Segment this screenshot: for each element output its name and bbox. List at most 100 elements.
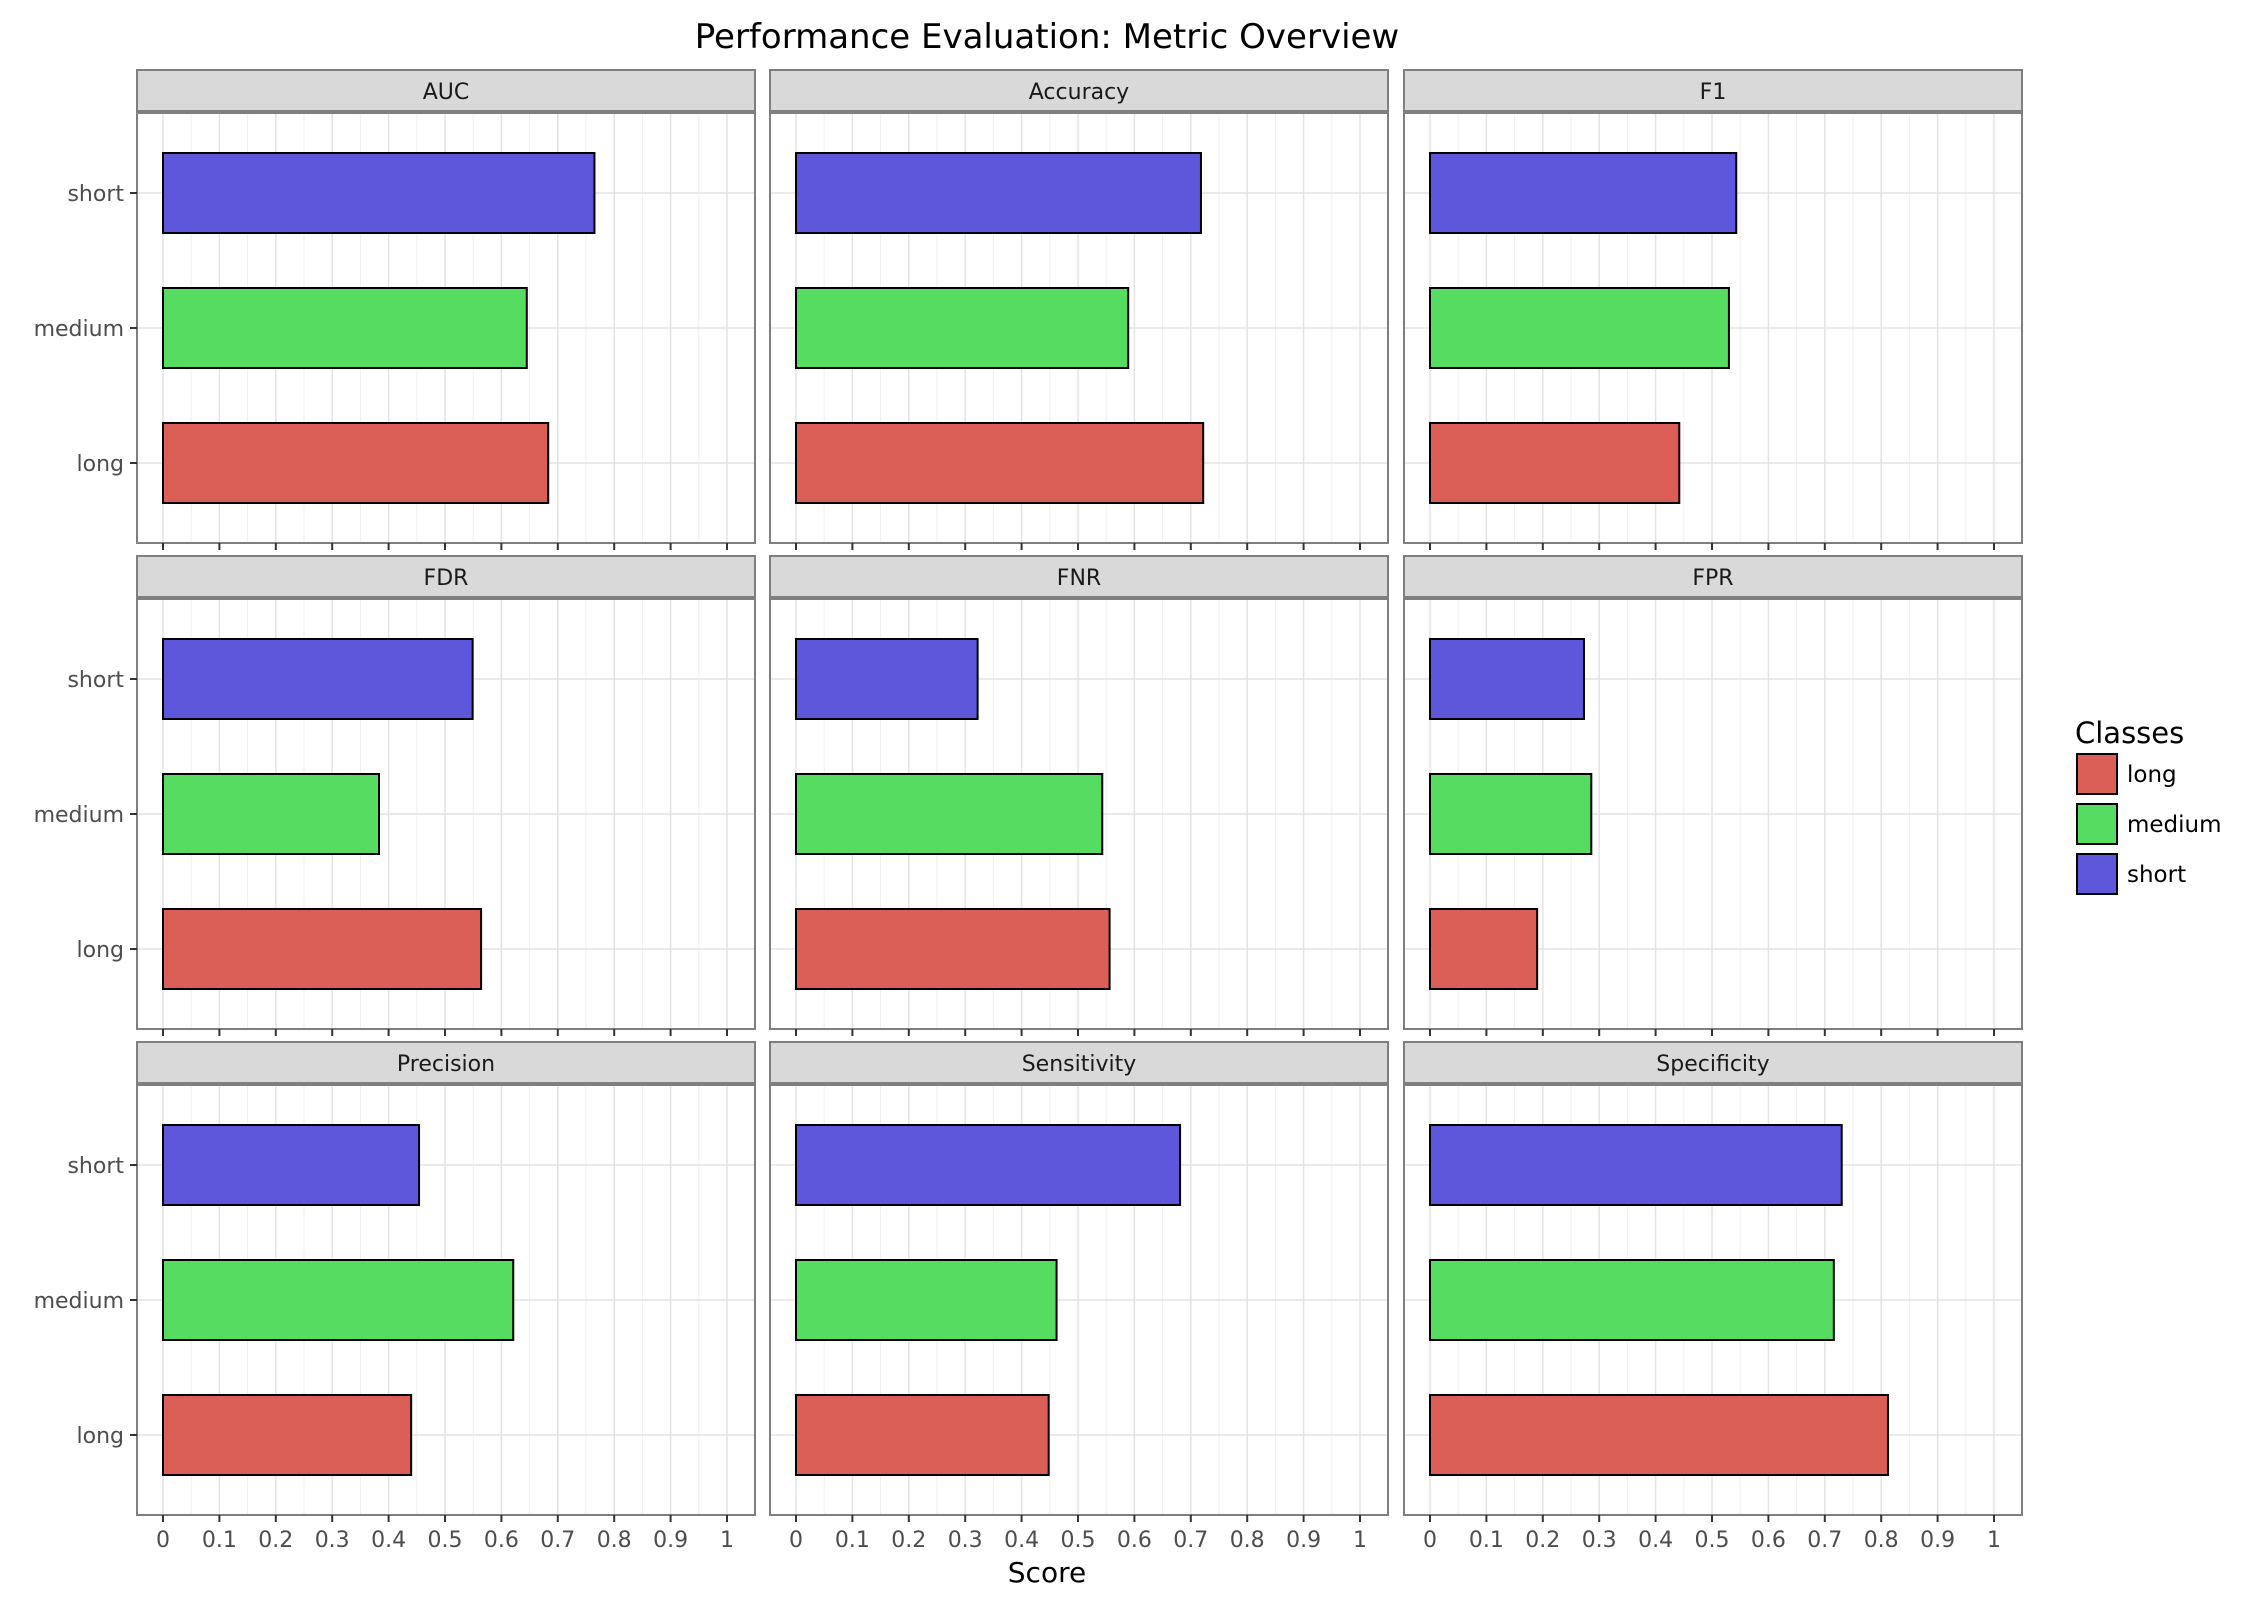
bar-fnr-long — [795, 908, 1111, 990]
facet-strip-label: Accuracy — [1029, 80, 1129, 105]
facet-strip-label: Specificity — [1656, 1052, 1769, 1077]
bar-precision-short — [162, 1124, 421, 1206]
y-tick-label: medium — [34, 803, 124, 828]
legend-label-medium: medium — [2127, 812, 2222, 838]
legend-title: Classes — [2075, 716, 2184, 750]
bar-fpr-medium — [1429, 773, 1593, 855]
bar-specificity-medium — [1429, 1259, 1835, 1341]
x-tick-label: 0.4 — [1004, 1528, 1039, 1553]
x-tick-label: 0.1 — [1469, 1528, 1504, 1553]
bar-f1-long — [1429, 422, 1681, 504]
x-tick-label: 0.7 — [1807, 1528, 1842, 1553]
x-tick-label: 0.6 — [1117, 1528, 1152, 1553]
x-tick-label: 0 — [789, 1528, 803, 1553]
bar-fdr-medium — [162, 773, 381, 855]
facet-panel-fdr: FDR short medium long — [34, 555, 756, 1036]
facet-panel-auc: AUC short medium long — [34, 69, 756, 550]
bar-auc-long — [162, 422, 550, 504]
bar-fdr-short — [162, 638, 474, 720]
facet-strip-label: FPR — [1692, 566, 1733, 591]
legend-label-long: long — [2127, 762, 2177, 788]
bar-accuracy-short — [795, 152, 1202, 234]
bar-auc-short — [162, 152, 596, 234]
bar-fpr-short — [1429, 638, 1585, 720]
facet-strip-label: F1 — [1700, 80, 1727, 105]
x-tick-label: 0.3 — [948, 1528, 983, 1553]
bar-sensitivity-short — [795, 1124, 1182, 1206]
bar-fnr-medium — [795, 773, 1104, 855]
facet-strip-label: FDR — [424, 566, 469, 591]
facet-panel-accuracy: Accuracy — [769, 69, 1389, 550]
x-tick-label: 0.3 — [1582, 1528, 1617, 1553]
x-tick-label: 0.9 — [653, 1528, 688, 1553]
facet-strip — [136, 69, 756, 112]
facet-panel-specificity: Specificity 0 0.1 0.2 0.3 0.4 0.5 0.6 0.7 0.8 0.9 1 — [1403, 1041, 2023, 1553]
x-tick-label: 0.4 — [1638, 1528, 1673, 1553]
bar-fdr-long — [162, 908, 483, 990]
x-tick-label: 0.2 — [891, 1528, 926, 1553]
facet-strip-label: Precision — [397, 1052, 495, 1077]
x-tick-label: 0.6 — [1751, 1528, 1786, 1553]
facet-panel-sensitivity: Sensitivity 0 0.1 0.2 0.3 0.4 0.5 0.6 0.7 0.8 0.9 1 — [769, 1041, 1389, 1553]
x-tick-label: 0.2 — [258, 1528, 293, 1553]
y-tick-label: long — [77, 938, 124, 963]
y-tick-label: long — [77, 1424, 124, 1449]
bar-fnr-short — [795, 638, 979, 720]
facet-strip — [136, 1041, 756, 1084]
bar-specificity-long — [1429, 1394, 1889, 1476]
x-tick-label: 0.5 — [428, 1528, 463, 1553]
y-tick-label: long — [77, 452, 124, 477]
x-tick-label: 0.7 — [1173, 1528, 1208, 1553]
bar-f1-medium — [1429, 287, 1730, 369]
x-tick-label: 0.8 — [1230, 1528, 1265, 1553]
x-axis-title: Score — [1008, 1556, 1086, 1589]
y-tick-label: short — [67, 668, 124, 693]
facet-strip-label: AUC — [423, 80, 470, 105]
facet-strip — [1403, 69, 2023, 112]
facet-panel-precision: Precision short medium long 0 0.1 0.2 0.3 0.4 0.5… — [34, 1041, 756, 1553]
facet-strip-label: Sensitivity — [1022, 1052, 1137, 1077]
facet-panel-fnr: FNR — [769, 555, 1389, 1036]
x-tick-label: 0 — [156, 1528, 170, 1553]
facet-panel-fpr: FPR — [1403, 555, 2023, 1036]
x-tick-label: 0.1 — [202, 1528, 237, 1553]
chart-title: Performance Evaluation: Metric Overview — [695, 17, 1400, 57]
legend-label-short: short — [2127, 862, 2186, 888]
y-tick-label: short — [67, 182, 124, 207]
y-tick-label: medium — [34, 317, 124, 342]
bar-sensitivity-long — [795, 1394, 1050, 1476]
legend-key-short — [2076, 853, 2118, 895]
bar-precision-medium — [162, 1259, 515, 1341]
x-tick-label: 1 — [1353, 1528, 1367, 1553]
x-tick-label: 0.5 — [1695, 1528, 1730, 1553]
facet-panels: AUC short medium long Accuracy F1 FDR short medi… — [34, 69, 2023, 1553]
facet-strip — [769, 69, 1389, 112]
facet-strip — [136, 555, 756, 598]
x-tick-label: 0.5 — [1061, 1528, 1096, 1553]
facet-strip — [769, 1041, 1389, 1084]
x-tick-label: 0.8 — [1864, 1528, 1899, 1553]
bar-accuracy-long — [795, 422, 1205, 504]
y-tick-label: medium — [34, 1289, 124, 1314]
x-tick-label: 0.3 — [315, 1528, 350, 1553]
y-tick-label: short — [67, 1154, 124, 1179]
x-tick-label: 1 — [1987, 1528, 2001, 1553]
bar-accuracy-medium — [795, 287, 1130, 369]
facet-strip — [1403, 1041, 2023, 1084]
x-tick-label: 0.7 — [540, 1528, 575, 1553]
x-tick-label: 0 — [1423, 1528, 1437, 1553]
bar-precision-long — [162, 1394, 413, 1476]
bar-f1-short — [1429, 152, 1738, 234]
x-tick-label: 0.1 — [835, 1528, 870, 1553]
facet-strip — [1403, 555, 2023, 598]
x-tick-label: 0.9 — [1920, 1528, 1955, 1553]
legend: Classes long medium short — [2075, 716, 2222, 895]
x-tick-label: 0.6 — [484, 1528, 519, 1553]
x-tick-label: 0.8 — [597, 1528, 632, 1553]
x-tick-label: 0.4 — [371, 1528, 406, 1553]
facet-strip-label: FNR — [1057, 566, 1101, 591]
bar-fpr-long — [1429, 908, 1539, 990]
x-tick-label: 0.9 — [1286, 1528, 1321, 1553]
legend-key-long — [2076, 753, 2118, 795]
